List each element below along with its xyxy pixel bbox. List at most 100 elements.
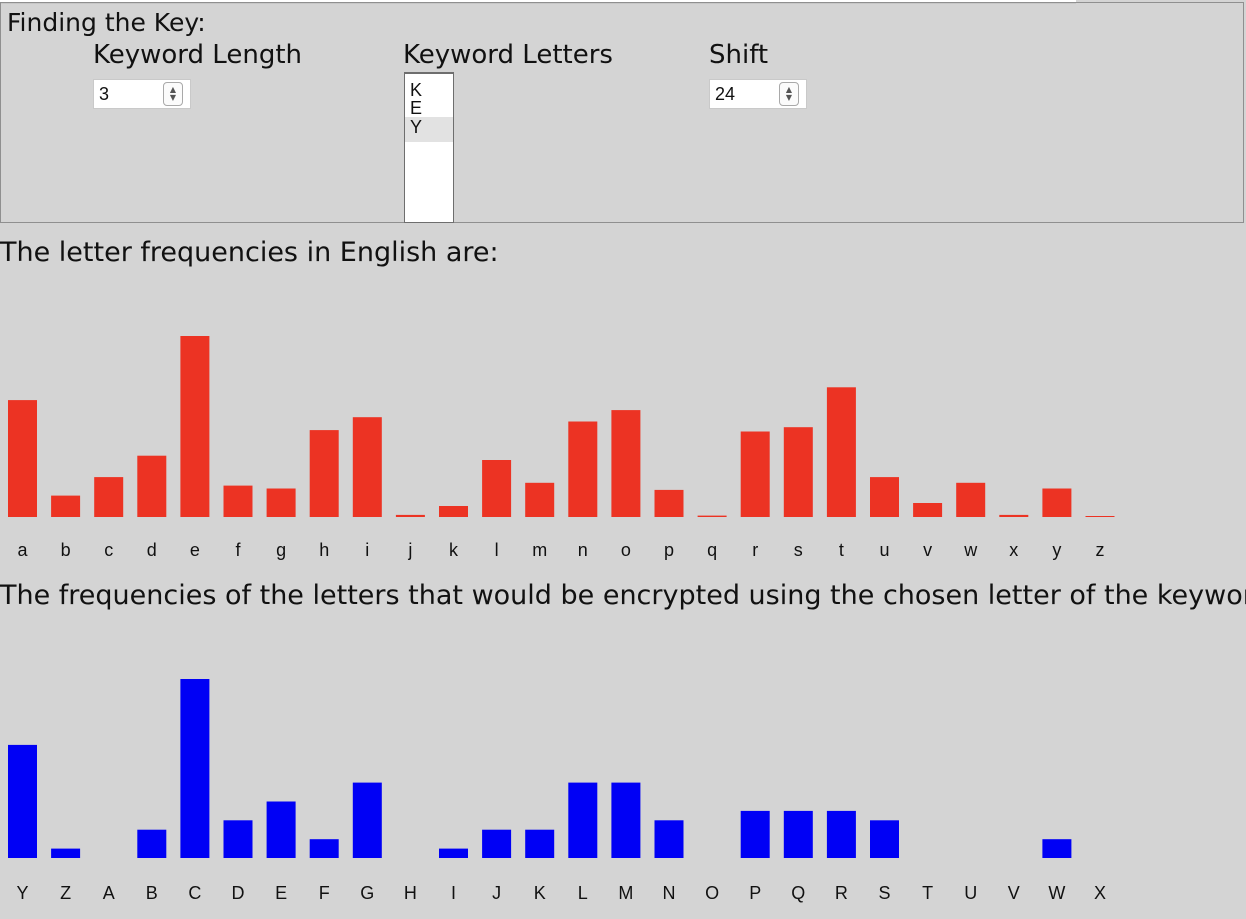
english-tick-label-p: p <box>664 540 674 560</box>
encrypted-bar-G <box>352 782 382 858</box>
encrypted-tick-label-W: W <box>1048 883 1065 903</box>
english-tick-label-f: f <box>235 540 241 560</box>
english-bar-l <box>482 460 512 517</box>
keyword-length-group: Keyword Length <box>93 40 302 70</box>
panel-legend: Finding the Key: <box>7 8 209 38</box>
encrypted-bar-Y <box>8 744 37 858</box>
english-bar-o <box>611 410 641 517</box>
shift-label: Shift <box>709 40 769 70</box>
encrypted-bar-B <box>137 829 167 858</box>
shift-group: Shift <box>709 40 768 70</box>
encrypted-tick-label-I: I <box>451 883 456 903</box>
english-tick-label-l: l <box>495 540 499 560</box>
english-bar-a <box>8 400 37 517</box>
english-tick-label-a: a <box>17 540 28 560</box>
encrypted-tick-label-C: C <box>188 883 201 903</box>
keyword-letter-option[interactable]: E <box>410 98 423 118</box>
encrypted-tick-label-M: M <box>618 883 633 903</box>
encrypted-tick-label-X: X <box>1094 883 1106 903</box>
keyword-letter-option[interactable]: K <box>410 80 423 100</box>
english-bar-i <box>352 417 382 517</box>
english-tick-label-h: h <box>319 540 329 560</box>
english-tick-label-m: m <box>532 540 547 560</box>
english-tick-label-g: g <box>276 540 286 560</box>
english-tick-label-j: j <box>407 540 412 560</box>
english-tick-label-d: d <box>147 540 157 560</box>
keyword-letters-group: Keyword Letters <box>403 40 613 70</box>
encrypted-bar-P <box>740 810 770 858</box>
keyword-letter-option-selected[interactable]: Y <box>405 117 453 142</box>
encrypted-bar-W <box>1042 839 1072 858</box>
encrypted-tick-label-A: A <box>103 883 115 903</box>
encrypted-tick-label-J: J <box>492 883 501 903</box>
english-frequency-chart: a b c d e f g h i j k l m n o p q r s t u v w x y z <box>8 336 1115 560</box>
keyword-letters-label: Keyword Letters <box>403 40 613 70</box>
english-tick-label-k: k <box>449 540 459 560</box>
english-bar-w <box>956 482 986 517</box>
encrypted-bar-C <box>180 679 210 858</box>
encrypted-bar-J <box>482 829 512 858</box>
english-bar-b <box>51 495 81 517</box>
encrypted-tick-label-R: R <box>835 883 848 903</box>
encrypted-tick-label-T: T <box>922 883 933 903</box>
english-bar-e <box>180 336 210 517</box>
encrypted-tick-label-P: P <box>749 883 761 903</box>
keyword-length-spinner[interactable]: 3 ▲ ▼ <box>93 79 191 109</box>
shift-value[interactable]: 24 <box>715 83 736 104</box>
english-tick-label-z: z <box>1096 540 1105 560</box>
finding-key-panel: Finding the Key: Keyword Length 3 ▲ ▼ Key… <box>0 2 1244 223</box>
english-bar-z <box>1085 516 1115 517</box>
encrypted-tick-label-H: H <box>404 883 417 903</box>
english-bar-x <box>999 514 1029 517</box>
encrypted-frequency-caption: The frequencies of the letters that woul… <box>0 580 1246 611</box>
english-tick-label-v: v <box>923 540 932 560</box>
encrypted-bar-R <box>826 810 856 858</box>
encrypted-tick-label-U: U <box>964 883 977 903</box>
encrypted-tick-label-N: N <box>663 883 676 903</box>
english-tick-label-y: y <box>1052 540 1061 560</box>
english-bar-f <box>223 485 253 517</box>
encrypted-bar-N <box>654 820 684 858</box>
english-tick-label-e: e <box>190 540 200 560</box>
english-bar-t <box>826 387 856 517</box>
english-bar-g <box>266 488 296 517</box>
encrypted-bar-L <box>568 782 598 858</box>
english-bar-k <box>439 506 468 517</box>
english-tick-label-r: r <box>752 540 758 560</box>
encrypted-tick-label-E: E <box>275 883 287 903</box>
encrypted-tick-label-Q: Q <box>791 883 805 903</box>
keyword-letters-list[interactable]: K E Y <box>404 72 454 223</box>
english-tick-label-q: q <box>707 540 717 560</box>
english-tick-label-b: b <box>61 540 71 560</box>
english-bar-n <box>568 421 598 517</box>
english-bar-u <box>870 477 899 517</box>
english-tick-label-o: o <box>621 540 631 560</box>
keyword-length-stepper-icon[interactable]: ▲ ▼ <box>163 82 183 106</box>
encrypted-tick-label-Z: Z <box>60 883 71 903</box>
english-bar-d <box>137 455 167 517</box>
encrypted-bar-F <box>309 839 339 858</box>
english-bar-m <box>525 482 555 517</box>
encrypted-bar-I <box>439 848 468 858</box>
english-bar-q <box>697 515 727 517</box>
english-tick-label-i: i <box>365 540 369 560</box>
english-tick-label-t: t <box>839 540 844 560</box>
encrypted-tick-label-V: V <box>1008 883 1020 903</box>
english-bar-c <box>94 477 124 517</box>
english-frequency-caption: The letter frequencies in English are: <box>0 237 499 268</box>
encrypted-bar-Q <box>783 810 813 858</box>
encrypted-tick-label-D: D <box>232 883 245 903</box>
encrypted-tick-label-K: K <box>534 883 546 903</box>
shift-spinner[interactable]: 24 ▲ ▼ <box>709 79 807 109</box>
english-bar-v <box>913 503 943 517</box>
encrypted-tick-label-F: F <box>319 883 330 903</box>
shift-stepper-icon[interactable]: ▲ ▼ <box>779 82 799 106</box>
encrypted-tick-label-O: O <box>705 883 719 903</box>
encrypted-bar-S <box>870 820 899 858</box>
encrypted-tick-label-Y: Y <box>16 883 28 903</box>
keyword-length-value[interactable]: 3 <box>99 83 110 104</box>
english-tick-label-x: x <box>1009 540 1018 560</box>
english-bar-r <box>740 431 770 517</box>
english-tick-label-c: c <box>104 540 113 560</box>
encrypted-bar-E <box>266 801 296 858</box>
